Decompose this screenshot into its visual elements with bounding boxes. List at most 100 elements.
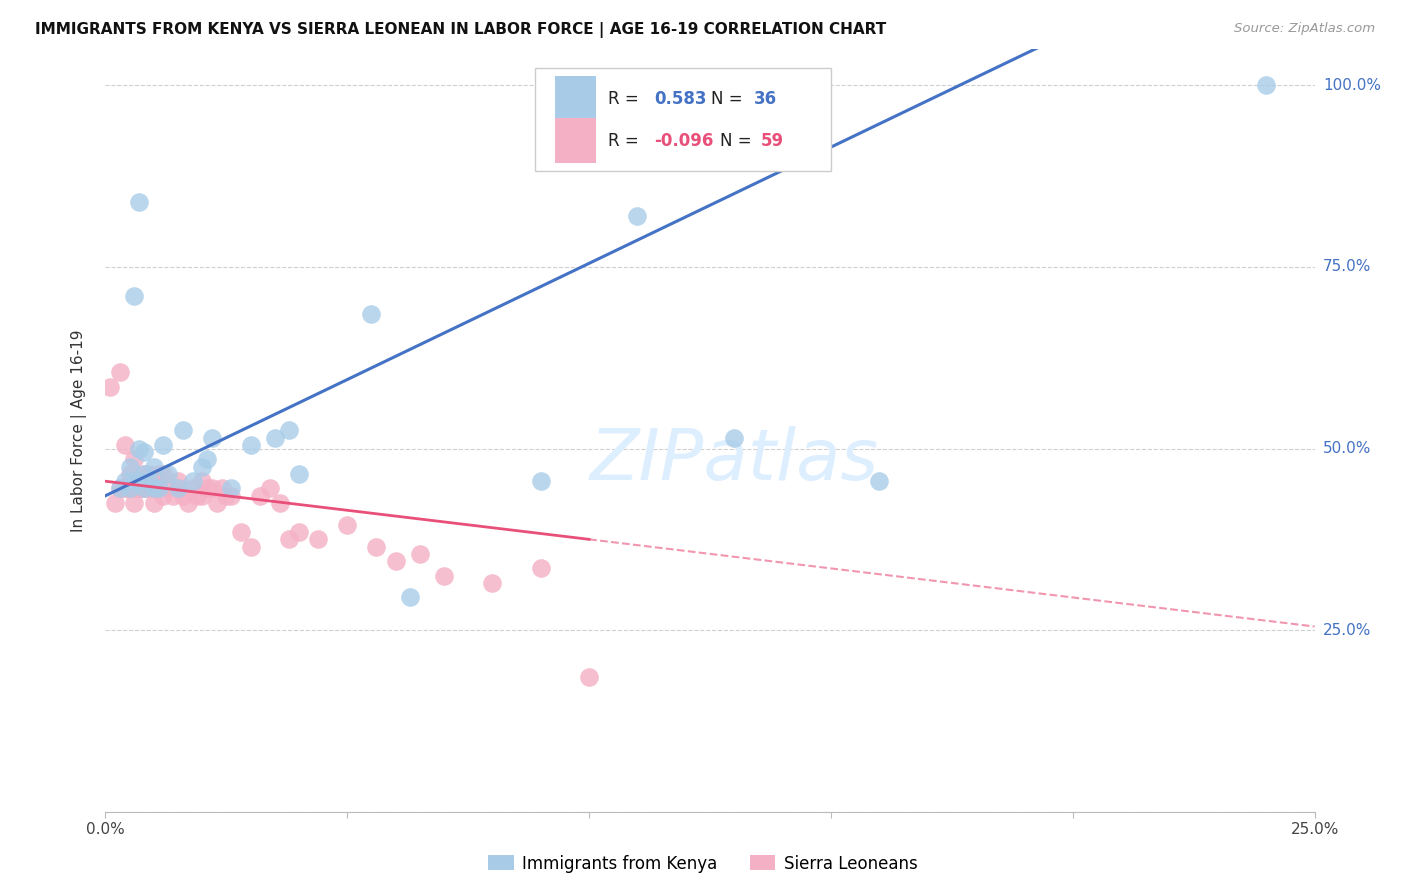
Point [142,459,165,474]
Point [157,467,180,481]
Point [307,533,329,547]
Point [142,496,165,510]
Point [239,540,262,554]
Point [134,445,156,459]
Point [98,380,121,394]
Point [249,489,271,503]
Point [626,209,648,223]
Point [167,475,190,489]
Point [191,489,214,503]
Y-axis label: In Labor Force | Age 16-19: In Labor Force | Age 16-19 [72,329,87,532]
Text: 0.583: 0.583 [654,89,707,108]
Point [124,482,146,496]
Point [148,482,170,496]
Point [108,365,131,379]
Text: N =: N = [711,89,742,108]
Point [336,517,359,532]
Point [152,467,174,481]
Point [124,475,146,489]
Text: 75.0%: 75.0% [1323,260,1371,275]
Point [124,452,146,467]
Point [128,482,150,496]
Point [108,482,131,496]
Point [868,475,890,489]
Point [263,431,285,445]
Point [530,561,553,575]
Text: 36: 36 [754,89,776,108]
Point [229,524,252,539]
Point [481,576,503,591]
Point [288,524,311,539]
Point [118,467,141,481]
Point [134,482,156,496]
Point [191,475,214,489]
Point [114,475,136,489]
Point [186,489,208,503]
Point [399,591,422,605]
Text: ZIPatlas: ZIPatlas [589,426,879,495]
Legend: Immigrants from Kenya, Sierra Leoneans: Immigrants from Kenya, Sierra Leoneans [482,848,924,880]
Text: N =: N = [720,132,751,150]
Point [134,482,156,496]
Point [172,489,194,503]
Point [219,482,242,496]
Point [134,467,156,481]
Point [278,424,301,438]
Point [128,442,150,456]
Point [157,482,180,496]
Point [201,431,224,445]
Point [128,194,150,209]
Point [124,289,146,303]
Text: -0.096: -0.096 [654,132,714,150]
Point [433,568,456,582]
Point [195,482,218,496]
Point [142,475,165,489]
Text: R =: R = [609,132,640,150]
Point [167,482,190,496]
Point [128,475,150,489]
Point [152,489,174,503]
FancyBboxPatch shape [534,68,831,171]
Point [114,482,136,496]
Point [134,467,156,481]
Point [152,438,174,452]
Point [148,482,170,496]
Point [1256,78,1278,93]
Point [219,489,242,503]
Point [181,475,204,489]
Text: 59: 59 [761,132,785,150]
Point [134,482,156,496]
Point [142,482,165,496]
Point [138,475,160,489]
Point [215,489,238,503]
Point [578,670,600,684]
Point [172,424,194,438]
FancyBboxPatch shape [555,118,596,163]
FancyBboxPatch shape [555,76,596,121]
Point [118,459,141,474]
Point [360,307,382,321]
Point [384,554,406,568]
Point [259,482,281,496]
Text: 25.0%: 25.0% [1323,623,1371,638]
Point [269,496,291,510]
Point [167,482,190,496]
Point [239,438,262,452]
Point [723,431,745,445]
Point [162,489,184,503]
Point [114,482,136,496]
Point [176,496,198,510]
Point [366,540,388,554]
Text: Source: ZipAtlas.com: Source: ZipAtlas.com [1234,22,1375,36]
Point [201,482,224,496]
Text: IMMIGRANTS FROM KENYA VS SIERRA LEONEAN IN LABOR FORCE | AGE 16-19 CORRELATION C: IMMIGRANTS FROM KENYA VS SIERRA LEONEAN … [35,22,886,38]
Point [114,438,136,452]
Point [530,475,553,489]
Text: 50.0%: 50.0% [1323,441,1371,456]
Point [124,496,146,510]
Point [409,547,432,561]
Point [195,452,218,467]
Point [148,467,170,481]
Point [118,482,141,496]
Point [118,482,141,496]
